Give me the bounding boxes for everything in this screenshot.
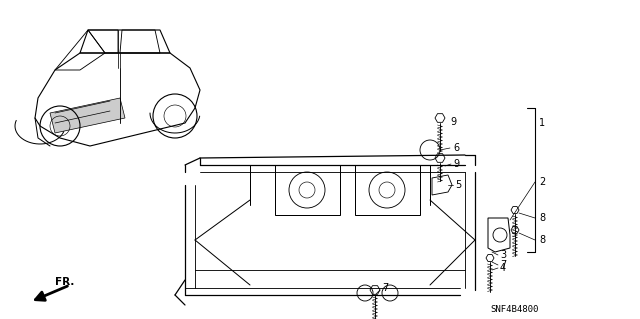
Text: 7: 7 <box>382 283 388 293</box>
Text: 4: 4 <box>500 263 506 273</box>
Text: 1: 1 <box>539 118 545 128</box>
Polygon shape <box>511 226 519 234</box>
Text: 8: 8 <box>539 235 545 245</box>
Text: 8: 8 <box>539 213 545 223</box>
Polygon shape <box>370 286 380 294</box>
Circle shape <box>379 182 395 198</box>
Text: 6: 6 <box>453 143 459 153</box>
Text: 5: 5 <box>455 180 461 190</box>
Text: SNF4B4800: SNF4B4800 <box>490 306 538 315</box>
Text: 2: 2 <box>539 177 545 187</box>
Polygon shape <box>486 255 494 262</box>
Polygon shape <box>435 114 445 122</box>
Text: 3: 3 <box>500 250 506 260</box>
Polygon shape <box>50 98 125 133</box>
Polygon shape <box>511 206 519 213</box>
Text: 9: 9 <box>453 159 459 169</box>
Text: 7: 7 <box>500 260 506 270</box>
Polygon shape <box>435 154 445 162</box>
Circle shape <box>299 182 315 198</box>
Text: FR.: FR. <box>55 277 74 287</box>
Text: 9: 9 <box>450 117 456 127</box>
